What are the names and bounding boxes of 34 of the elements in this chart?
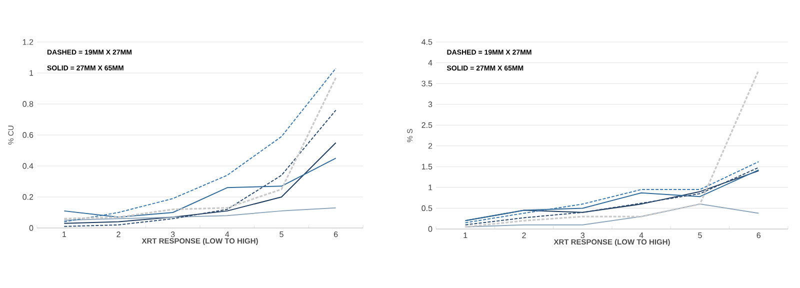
y-tick-label: 4 xyxy=(428,60,432,66)
x-tick-label: 3 xyxy=(170,232,175,238)
line-series xyxy=(64,207,336,221)
y-tick-label: 1 xyxy=(428,184,432,190)
x-tick-label: 4 xyxy=(225,232,230,238)
x-tick-label: 2 xyxy=(522,232,526,238)
y-tick-label: 1 xyxy=(30,70,34,76)
y-tick-label: 3.5 xyxy=(422,80,432,86)
y-tick-label: 4.5 xyxy=(422,39,432,45)
x-tick-label: 4 xyxy=(639,232,644,238)
line-series xyxy=(464,69,760,228)
y-tick-label: 1.2 xyxy=(22,39,34,45)
y-tick-label: 1.5 xyxy=(422,164,432,170)
y-tick-label: 0 xyxy=(428,226,432,232)
x-tick-label: 5 xyxy=(280,232,284,238)
y-tick-label: 0.2 xyxy=(22,194,34,200)
y-tick-label: 3 xyxy=(428,102,432,108)
y-tick-label: 0 xyxy=(29,225,34,231)
y-tick-label: 0.6 xyxy=(22,132,34,138)
x-tick-label: 6 xyxy=(756,232,761,238)
x-tick-label: 1 xyxy=(62,232,66,238)
y-tick-label: 0.4 xyxy=(22,163,34,169)
line-series xyxy=(64,110,336,227)
x-tick-label: 1 xyxy=(464,232,468,238)
x-tick-label: 3 xyxy=(580,232,585,238)
x-tick-label: 5 xyxy=(698,232,702,238)
y-tick-label: 0.5 xyxy=(422,205,432,212)
x-tick-label: 6 xyxy=(334,232,338,238)
y-tick-label: 2.5 xyxy=(422,122,432,128)
x-tick-label: 2 xyxy=(116,232,120,238)
y-tick-label: 0.8 xyxy=(22,101,34,107)
line-series xyxy=(64,142,336,224)
line-series xyxy=(64,158,336,218)
y-tick-label: 2 xyxy=(428,143,432,149)
